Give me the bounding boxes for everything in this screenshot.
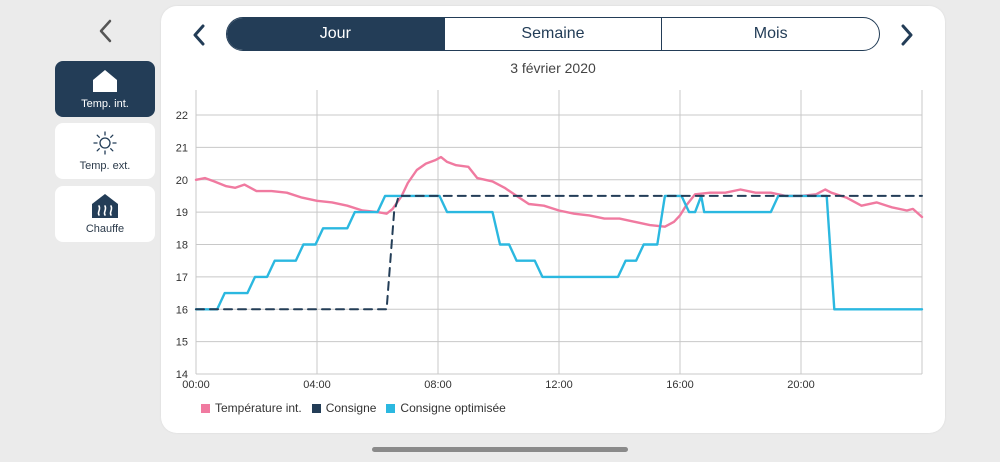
legend-swatch [201,403,210,413]
heating-icon [91,193,119,219]
legend-item-consigne: Consigne [311,401,377,415]
legend-label: Consigne optimisée [400,401,506,415]
temperature-chart: 14 15 16 17 18 19 20 21 22 00:00 04:00 08:00 12:00 16… [176,90,924,391]
sun-icon [91,130,119,156]
back-button[interactable] [92,14,120,48]
date-label: 3 février 2020 [510,60,596,76]
legend-label: Température int. [215,401,302,415]
chevron-right-icon [901,24,913,46]
y-tick-label: 21 [176,142,188,154]
previous-period-button[interactable] [186,20,212,50]
period-segmented-control: Jour Semaine Mois [226,17,880,51]
chart-series [194,155,924,311]
y-tick-label: 16 [176,304,188,316]
series-line-consigne [195,194,923,311]
x-tick-label: 12:00 [545,379,573,391]
tab-mois[interactable]: Mois [661,18,879,50]
y-tick-label: 18 [176,240,188,252]
chevron-left-icon [99,19,112,43]
chart-tick-labels: 14 15 16 17 18 19 20 21 22 00:00 04:00 08:00 12:00 16… [176,110,815,391]
x-tick-label: 04:00 [303,379,331,391]
sidebar-item-chauffe[interactable]: Chauffe [55,186,155,242]
sidebar-item-temp-int[interactable]: Temp. int. [55,61,155,117]
y-tick-label: 19 [176,207,188,219]
legend-item-consigne-optimisee: Consigne optimisée [386,401,506,415]
legend-label: Consigne [325,401,377,415]
chart-panel: Jour Semaine Mois 3 février 2020 14 15 16 1… [161,6,945,433]
legend-swatch [386,403,396,413]
home-indicator [372,447,628,452]
tab-jour[interactable]: Jour [227,18,444,50]
sidebar-item-label: Temp. int. [81,98,129,110]
y-tick-label: 20 [176,175,188,187]
y-tick-label: 22 [176,110,188,122]
sidebar-item-label: Temp. ext. [79,160,131,172]
next-period-button[interactable] [894,20,920,50]
y-tick-label: 14 [176,369,188,381]
legend-item-temp-int: Température int. [201,401,302,415]
chart-legend: Température int. Consigne Consigne optim… [201,401,516,415]
tab-semaine[interactable]: Semaine [443,18,662,50]
series-line-consigne-optimis-e [194,194,924,311]
y-tick-label: 15 [176,337,188,349]
x-tick-label: 16:00 [666,379,694,391]
chart-grid [195,90,923,375]
chevron-left-icon [193,24,205,46]
legend-swatch [311,403,321,413]
x-tick-label: 08:00 [424,379,452,391]
x-tick-label: 00:00 [182,379,210,391]
x-tick-label: 20:00 [787,379,815,391]
sidebar-item-label: Chauffe [85,223,125,235]
y-tick-label: 17 [176,272,188,284]
house-icon [91,68,119,94]
sidebar-item-temp-ext[interactable]: Temp. ext. [55,123,155,179]
